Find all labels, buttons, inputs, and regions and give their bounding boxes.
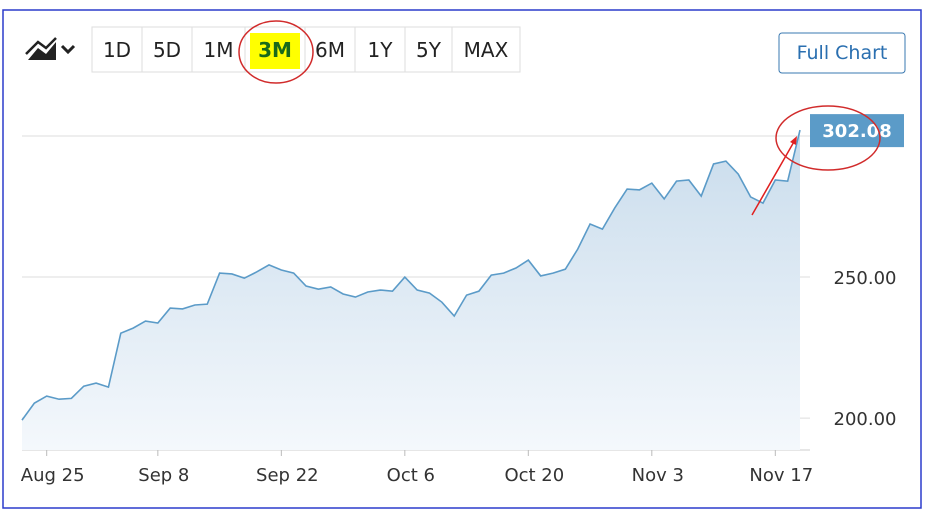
x-tick-label: Sep 22 bbox=[256, 465, 319, 486]
range-label: 1M bbox=[204, 38, 234, 62]
last-price-label: 302.08 bbox=[822, 121, 891, 142]
annotation-arrowhead bbox=[790, 136, 797, 145]
full-chart-label: Full Chart bbox=[797, 42, 888, 64]
x-tick-label: Oct 20 bbox=[504, 465, 564, 486]
range-label: 5D bbox=[153, 38, 181, 62]
x-tick-label: Sep 8 bbox=[138, 465, 189, 486]
y-tick-label: 250.00 bbox=[834, 268, 897, 289]
x-tick-label: Aug 25 bbox=[21, 465, 85, 486]
chart-type-icon[interactable] bbox=[25, 37, 76, 60]
range-label: MAX bbox=[464, 38, 509, 62]
range-button[interactable] bbox=[451, 26, 521, 73]
price-line bbox=[21, 129, 801, 421]
annotation-circle bbox=[775, 105, 881, 171]
range-button[interactable] bbox=[304, 26, 356, 73]
range-button[interactable] bbox=[91, 26, 143, 73]
x-tick-label: Nov 17 bbox=[749, 465, 813, 486]
y-tick-label: 200.00 bbox=[834, 409, 897, 430]
range-label: 5Y bbox=[416, 38, 442, 62]
annotation-circle bbox=[238, 20, 314, 84]
annotation-arrow bbox=[751, 139, 796, 216]
x-tick-label: Nov 3 bbox=[632, 465, 684, 486]
range-label: 1Y bbox=[368, 38, 394, 62]
range-highlight bbox=[250, 33, 300, 69]
range-label: 1D bbox=[103, 38, 131, 62]
range-button[interactable] bbox=[141, 26, 193, 73]
last-price-box bbox=[810, 114, 904, 148]
range-button[interactable] bbox=[404, 26, 453, 73]
area-fill bbox=[22, 130, 800, 450]
range-label: 6M bbox=[315, 38, 345, 62]
x-tick-label: Oct 6 bbox=[387, 465, 435, 486]
range-button[interactable] bbox=[354, 26, 406, 73]
full-chart-button[interactable] bbox=[778, 32, 906, 74]
range-label: 3M bbox=[258, 38, 292, 62]
frame bbox=[2, 9, 922, 509]
